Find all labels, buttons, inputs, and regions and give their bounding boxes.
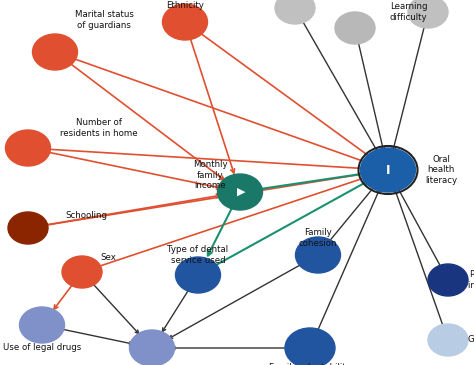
- Text: I: I: [386, 164, 390, 177]
- Text: Type of dental
service used: Type of dental service used: [167, 245, 228, 265]
- Ellipse shape: [428, 324, 468, 356]
- Ellipse shape: [408, 0, 448, 28]
- Ellipse shape: [163, 4, 208, 40]
- Ellipse shape: [33, 34, 78, 70]
- Text: Sex: Sex: [100, 254, 116, 262]
- Ellipse shape: [218, 174, 263, 210]
- Text: Family
cohesion: Family cohesion: [299, 228, 337, 248]
- Text: Schooling: Schooling: [65, 211, 107, 219]
- Text: Ethnicity: Ethnicity: [166, 0, 204, 9]
- Ellipse shape: [8, 212, 48, 244]
- Ellipse shape: [285, 328, 335, 365]
- Text: Posi-
in fa-: Posi- in fa-: [468, 270, 474, 290]
- Ellipse shape: [19, 307, 64, 343]
- Text: Number of
residents in home: Number of residents in home: [60, 118, 137, 138]
- Text: Oral
health
literacy: Oral health literacy: [425, 155, 457, 185]
- Text: Guardian's: Guardian's: [468, 335, 474, 345]
- Ellipse shape: [62, 256, 102, 288]
- Ellipse shape: [335, 12, 375, 44]
- Text: ▶: ▶: [237, 187, 245, 197]
- Text: Monthly
family
income: Monthly family income: [193, 160, 228, 190]
- Text: Use of legal drugs: Use of legal drugs: [3, 343, 81, 353]
- Text: Marital status
of guardians: Marital status of guardians: [75, 10, 134, 30]
- Ellipse shape: [295, 237, 340, 273]
- Ellipse shape: [428, 264, 468, 296]
- Ellipse shape: [175, 257, 220, 293]
- Ellipse shape: [361, 148, 416, 192]
- Text: Learning
difficulty: Learning difficulty: [390, 2, 428, 22]
- Ellipse shape: [6, 130, 51, 166]
- Ellipse shape: [275, 0, 315, 24]
- Text: Family adaptability: Family adaptability: [269, 364, 351, 365]
- Ellipse shape: [129, 330, 174, 365]
